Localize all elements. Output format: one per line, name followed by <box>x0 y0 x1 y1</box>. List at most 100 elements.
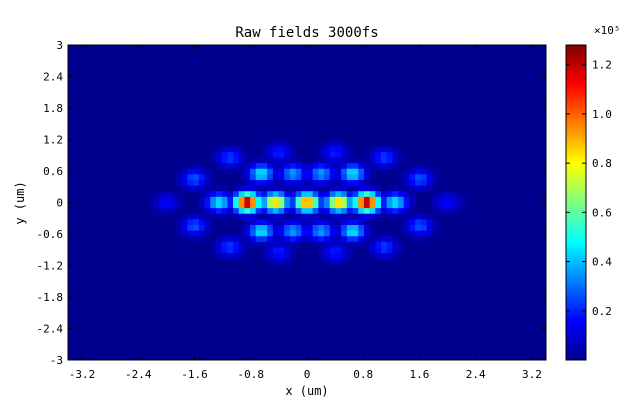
heatmap-cell <box>432 219 439 226</box>
heatmap-cell <box>176 219 183 226</box>
heatmap-cell <box>204 168 211 175</box>
heatmap-cell <box>227 230 234 237</box>
heatmap-cell <box>238 174 246 181</box>
heatmap-cell <box>346 185 354 192</box>
heatmap-cell <box>352 196 359 204</box>
heatmap-cell <box>307 191 314 198</box>
heatmap-cell <box>318 219 325 226</box>
heatmap-cell <box>267 208 274 215</box>
heatmap-cell <box>392 151 399 159</box>
heatmap-cell <box>409 168 416 175</box>
heatmap-cell <box>176 191 183 198</box>
heatmap-cell <box>392 247 399 254</box>
heatmap-cell <box>284 253 291 260</box>
heatmap-cell <box>198 163 206 170</box>
heatmap-cell <box>301 185 308 192</box>
heatmap-cell <box>238 225 246 232</box>
heatmap-cell <box>272 140 280 147</box>
heatmap-cell <box>335 241 342 249</box>
heatmap-cell <box>284 140 291 147</box>
x-tick-label: 1.6 <box>410 368 430 381</box>
heatmap-cell <box>324 258 331 265</box>
heatmap-cell <box>318 157 325 164</box>
heatmap-cell <box>341 258 348 265</box>
heatmap-cell <box>289 157 297 164</box>
heatmap-cell <box>318 202 325 209</box>
heatmap-cell <box>375 202 382 209</box>
heatmap-cell <box>215 196 223 204</box>
heatmap-cell <box>358 196 365 204</box>
heatmap-cell <box>420 174 428 181</box>
heatmap-cell <box>437 196 445 204</box>
heatmap-cell <box>312 174 319 181</box>
heatmap-cell <box>272 219 280 226</box>
heatmap-cell <box>198 236 206 243</box>
heatmap-cell <box>324 241 331 249</box>
heatmap-cell <box>380 151 388 159</box>
heatmap-cell <box>204 213 211 220</box>
heatmap-cell <box>346 191 354 198</box>
heatmap-cell <box>324 191 331 198</box>
heatmap-cell <box>210 185 217 192</box>
heatmap-cell <box>352 185 359 192</box>
heatmap-cell <box>176 196 183 204</box>
heatmap-cell <box>380 196 388 204</box>
heatmap-cell <box>386 247 393 254</box>
heatmap-cell <box>272 253 280 260</box>
heatmap-cell <box>409 191 416 198</box>
heatmap-cell <box>346 180 354 187</box>
heatmap-cell <box>221 202 228 209</box>
heatmap-cell <box>369 253 376 260</box>
heatmap-cell <box>363 225 371 232</box>
heatmap-cell <box>198 202 206 209</box>
heatmap-cell <box>284 202 291 209</box>
heatmap-cell <box>375 213 382 220</box>
heatmap-cell <box>363 219 371 226</box>
heatmap-cell <box>398 208 405 215</box>
heatmap-cell <box>307 208 314 215</box>
heatmap-cell <box>346 174 354 181</box>
heatmap-cell <box>403 168 411 175</box>
heatmap-cell <box>233 247 240 254</box>
heatmap-cell <box>375 247 382 254</box>
heatmap-cell <box>398 225 405 232</box>
heatmap-cell <box>346 163 354 170</box>
heatmap-cell <box>443 208 450 215</box>
heatmap-cell <box>272 185 280 192</box>
heatmap-cell <box>261 196 268 204</box>
heatmap-cell <box>324 196 331 204</box>
heatmap-cell <box>341 236 348 243</box>
heatmap-cell <box>147 202 154 209</box>
heatmap-cell <box>341 140 348 147</box>
heatmap-cell <box>284 213 291 220</box>
heatmap-cell <box>170 208 177 215</box>
heatmap-cell <box>261 157 268 164</box>
heatmap-cell <box>198 191 206 198</box>
heatmap-cell <box>358 157 365 164</box>
heatmap-cell <box>386 146 393 153</box>
heatmap-cell <box>420 236 428 243</box>
colorbar-tick-label: 0.6 <box>592 206 612 219</box>
heatmap-cell <box>432 230 439 237</box>
heatmap-cell <box>284 191 291 198</box>
heatmap-cell <box>449 196 456 204</box>
heatmap-cell <box>386 202 393 209</box>
heatmap-cell <box>329 258 337 265</box>
heatmap-cell <box>352 225 359 232</box>
heatmap-cell <box>261 151 268 159</box>
heatmap-cell <box>221 241 228 249</box>
heatmap-cell <box>363 185 371 192</box>
heatmap-cell <box>289 151 297 159</box>
heatmap-cell <box>449 208 456 215</box>
heatmap-cell <box>324 157 331 164</box>
heatmap-cell <box>398 241 405 249</box>
heatmap-cell <box>227 157 234 164</box>
heatmap-cell <box>187 185 194 192</box>
heatmap-cell <box>278 151 285 159</box>
heatmap-cell <box>289 247 297 254</box>
heatmap-cell <box>341 241 348 249</box>
heatmap-cell <box>233 213 240 220</box>
heatmap-cell <box>215 241 223 249</box>
heatmap-cell <box>193 213 200 220</box>
heatmap-cell <box>250 174 257 181</box>
